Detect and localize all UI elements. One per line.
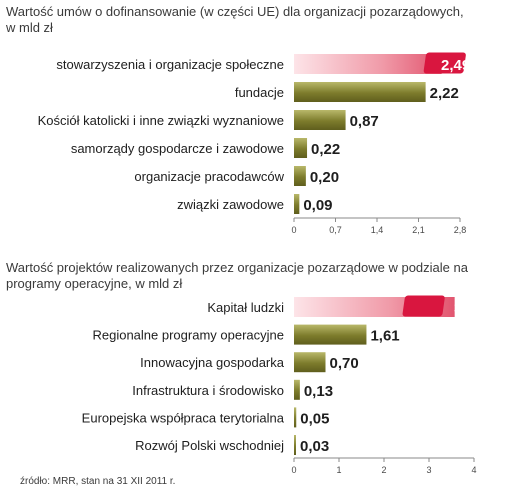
bar bbox=[294, 352, 326, 373]
value-label: 0,13 bbox=[304, 383, 333, 400]
value-label: 0,09 bbox=[303, 197, 332, 214]
chart-2-title: Wartość projektów realizowanych przez or… bbox=[6, 260, 468, 291]
category-label: związki zawodowe bbox=[177, 197, 284, 212]
value-label: 2,22 bbox=[430, 85, 459, 102]
category-label: Rozwój Polski wschodniej bbox=[135, 438, 284, 453]
x-tick-label: 0 bbox=[291, 465, 296, 475]
x-tick-label: 2,1 bbox=[412, 225, 425, 235]
chart-1-title: Wartość umów o dofinansowanie (w części … bbox=[6, 4, 464, 35]
x-tick-label: 2,8 bbox=[454, 225, 467, 235]
value-label: 0,87 bbox=[350, 113, 379, 130]
x-tick-label: 0 bbox=[291, 225, 296, 235]
category-label: Regionalne programy operacyjne bbox=[92, 328, 284, 343]
value-label: 0,22 bbox=[311, 141, 340, 158]
bar bbox=[294, 435, 296, 455]
category-label: stowarzyszenia i organizacje społeczne bbox=[56, 57, 284, 72]
chart-2-svg: 0 1 2 3 4 Kapitał ludzki 3,57 Regionalne progra… bbox=[82, 295, 483, 475]
value-label: 3,57 bbox=[454, 300, 483, 317]
chart-1-svg: 0 0,7 1,4 2,1 2,8 stowarzyszenia i organizacj… bbox=[38, 52, 470, 235]
x-tick-label: 1,4 bbox=[371, 225, 384, 235]
value-badge bbox=[423, 52, 466, 74]
x-tick-label: 1 bbox=[336, 465, 341, 475]
bar bbox=[294, 324, 367, 345]
bar bbox=[294, 407, 297, 428]
value-label: 0,03 bbox=[300, 438, 329, 455]
category-label: Infrastruktura i środowisko bbox=[132, 383, 284, 398]
x-tick-label: 2 bbox=[381, 465, 386, 475]
x-tick-label: 4 bbox=[471, 465, 476, 475]
category-label: fundacje bbox=[235, 85, 284, 100]
category-label: samorządy gospodarcze i zawodowe bbox=[71, 141, 284, 156]
bar bbox=[294, 194, 300, 214]
highlight-bar bbox=[294, 54, 442, 74]
x-tick-label: 3 bbox=[426, 465, 431, 475]
value-label: 0,70 bbox=[330, 355, 359, 372]
x-tick-label: 0,7 bbox=[329, 225, 342, 235]
value-label: 0,20 bbox=[310, 169, 339, 186]
value-label: 0,05 bbox=[300, 410, 329, 427]
value-label: 2,49 bbox=[441, 57, 470, 74]
bar bbox=[294, 110, 346, 130]
bar bbox=[294, 379, 300, 400]
value-label: 1,61 bbox=[370, 328, 399, 345]
bar bbox=[294, 138, 308, 158]
source-note: źródło: MRR, stan na 31 XII 2011 r. bbox=[20, 476, 176, 487]
category-label: Innowacyjna gospodarka bbox=[140, 355, 285, 370]
bar bbox=[294, 82, 426, 102]
category-label: organizacje pracodawców bbox=[134, 169, 284, 184]
category-label: Europejska współpraca terytorialna bbox=[82, 410, 285, 425]
value-badge bbox=[402, 295, 445, 317]
category-label: Kapitał ludzki bbox=[207, 300, 284, 315]
bar bbox=[294, 166, 306, 186]
category-label: Kościół katolicki i inne związki wyznani… bbox=[38, 113, 284, 128]
